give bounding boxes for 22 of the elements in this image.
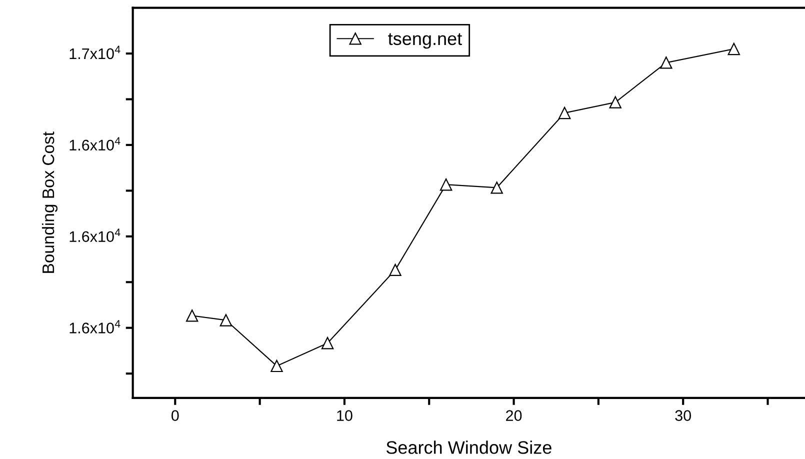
x-tick-label: 20: [506, 410, 522, 421]
y-axis-title: Bounding Box Cost: [42, 132, 58, 273]
point: [440, 178, 452, 191]
point: [321, 336, 334, 350]
y-tick-label: 1.7x10$^{4}$: [70, 46, 120, 60]
x-tick-label: 0: [172, 410, 179, 421]
x-axis-title: Search Window Size: [386, 440, 552, 454]
legend-label: tseng.net: [388, 33, 462, 49]
point: [728, 42, 740, 56]
point: [660, 56, 672, 69]
x-tick-label: 10: [337, 410, 352, 421]
point: [609, 96, 622, 108]
y-tick-label: 1.6x10$^{4}$: [70, 137, 120, 151]
point: [490, 182, 503, 194]
point: [389, 264, 402, 276]
point: [220, 314, 232, 326]
x-tick-label: 30: [675, 410, 691, 421]
y-tick-label: 1.6x10$^{4}$: [70, 228, 120, 242]
point: [186, 310, 198, 322]
point: [558, 106, 571, 120]
point: [270, 360, 283, 372]
y-tick-label: 1.6x10$^{4}$: [70, 320, 120, 334]
